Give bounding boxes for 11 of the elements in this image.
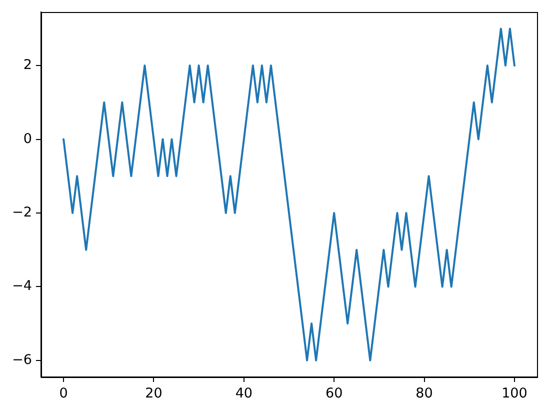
- x-tick-label: 100: [502, 386, 528, 402]
- y-tick-label: 2: [23, 57, 32, 74]
- x-tick-label: 20: [145, 386, 162, 402]
- y-tick-label: −4: [12, 278, 32, 294]
- y-tick-label: 0: [23, 130, 32, 147]
- y-tick-label: −6: [12, 352, 32, 368]
- x-tick-label: 60: [325, 386, 343, 402]
- x-tick-label: 40: [235, 386, 253, 402]
- x-tick-label: 80: [416, 386, 433, 402]
- x-tick-label: 0: [59, 386, 68, 402]
- y-tick-label: −2: [12, 204, 32, 220]
